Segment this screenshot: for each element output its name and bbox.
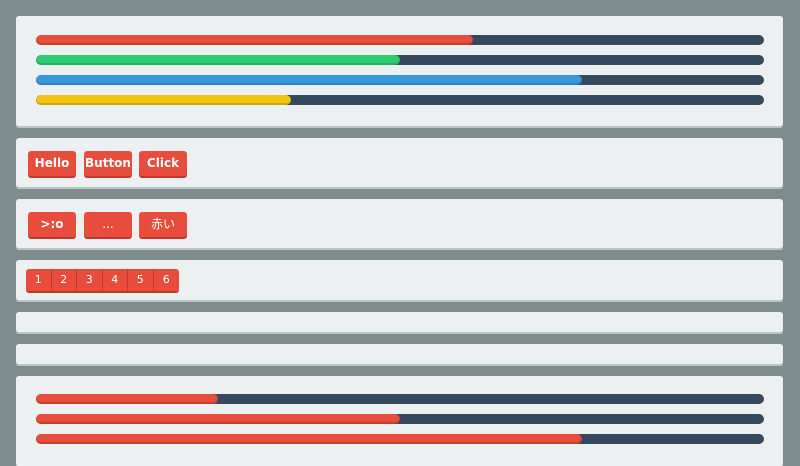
progress-panel-top	[16, 16, 783, 126]
empty-panel-1	[16, 312, 783, 332]
ellipsis-button[interactable]: ...	[84, 212, 132, 237]
buttons-panel-1: Hello Button Click	[16, 138, 783, 187]
progress-bar-green	[36, 55, 764, 65]
page-4-button[interactable]: 4	[102, 269, 128, 291]
empty-panel-2	[16, 344, 783, 364]
hello-button[interactable]: Hello	[28, 151, 76, 176]
progress-bar-blue	[36, 75, 764, 85]
angry-face-button[interactable]: >:o	[28, 212, 76, 237]
click-button[interactable]: Click	[139, 151, 187, 176]
progress-bar-red	[36, 35, 764, 45]
buttons-panel-2: >:o ... 赤い	[16, 199, 783, 248]
page-2-button[interactable]: 2	[51, 269, 77, 291]
progress-fill-bottom-2	[36, 414, 400, 424]
page-1-button[interactable]: 1	[26, 269, 52, 291]
progress-fill-bottom-3	[36, 434, 582, 444]
progress-fill-green	[36, 55, 400, 65]
progress-fill-red	[36, 35, 473, 45]
page-3-button[interactable]: 3	[77, 269, 103, 291]
progress-bar-yellow	[36, 95, 764, 105]
progress-fill-bottom-1	[36, 394, 218, 404]
progress-bar-bottom-1	[36, 394, 764, 404]
progress-bar-bottom-3	[36, 434, 764, 444]
pagination: 1 2 3 4 5 6	[26, 269, 179, 291]
page-5-button[interactable]: 5	[128, 269, 154, 291]
akai-button[interactable]: 赤い	[139, 212, 187, 237]
progress-panel-bottom	[16, 376, 783, 466]
progress-fill-blue	[36, 75, 582, 85]
progress-fill-yellow	[36, 95, 291, 105]
pagination-panel: 1 2 3 4 5 6	[16, 260, 783, 300]
page-6-button[interactable]: 6	[153, 269, 179, 291]
progress-bar-bottom-2	[36, 414, 764, 424]
button-button[interactable]: Button	[84, 151, 132, 176]
